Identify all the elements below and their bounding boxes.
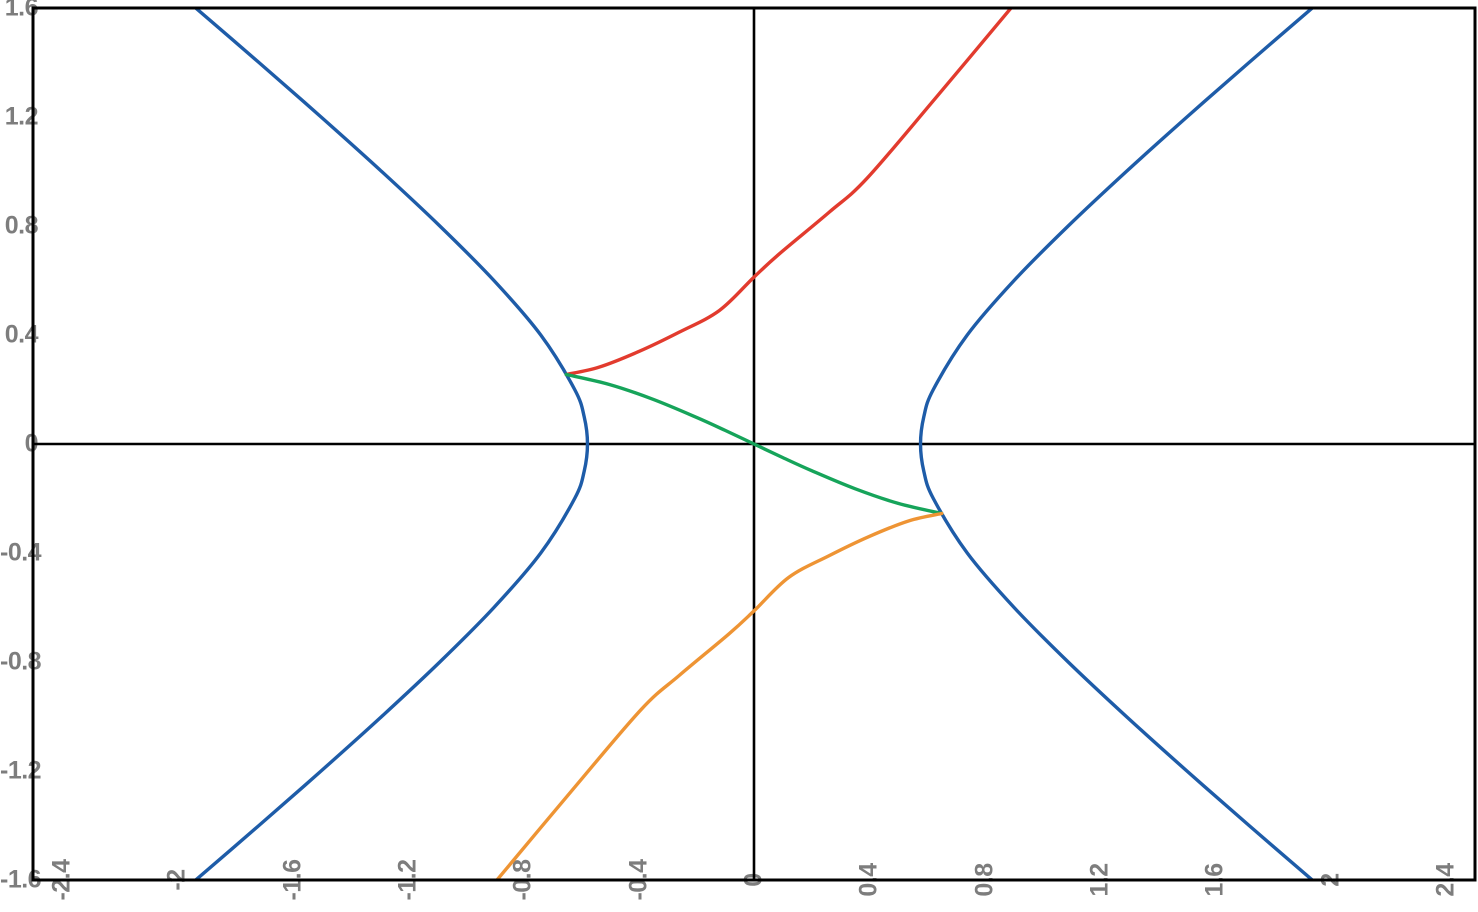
y-tick-label: -0.4: [0, 538, 42, 567]
x-tick-label: -0.4: [624, 859, 653, 901]
y-tick-label: 1.2: [4, 102, 39, 131]
y-tick-label: -1.6: [0, 865, 42, 894]
curve-lower-branch-orange: [494, 511, 944, 880]
x-tick-label: 2.4: [1431, 863, 1460, 897]
x-tick-label: 1.6: [1200, 863, 1229, 897]
x-tick-label: 0.4: [854, 863, 883, 897]
x-tick-label: 2: [1316, 873, 1345, 887]
x-tick-label: 0.8: [970, 863, 999, 897]
y-tick-label: -0.8: [0, 647, 42, 676]
y-tick-label: 0.8: [4, 211, 39, 240]
plot-border: [31, 6, 1477, 882]
x-tick-label: -0.8: [508, 859, 537, 901]
curve-hyperbola-left-branch: [193, 8, 590, 880]
x-tick-label: -2.4: [47, 859, 76, 901]
y-tick-label: -1.2: [0, 756, 42, 785]
x-tick-label: -1.6: [278, 859, 307, 901]
x-tick-label: 0: [739, 873, 768, 887]
x-tick-label: 1.2: [1085, 863, 1114, 897]
y-tick-label: 1.6: [4, 0, 39, 22]
curve-middle-branch-green: [564, 372, 944, 516]
y-tick-label: 0: [24, 429, 39, 458]
curve-upper-branch-red: [564, 8, 1014, 377]
y-tick-label: 0.4: [4, 320, 39, 349]
x-tick-label: -2: [162, 869, 191, 891]
curve-hyperbola-right-branch: [918, 8, 1315, 880]
x-tick-label: -1.2: [393, 859, 422, 901]
